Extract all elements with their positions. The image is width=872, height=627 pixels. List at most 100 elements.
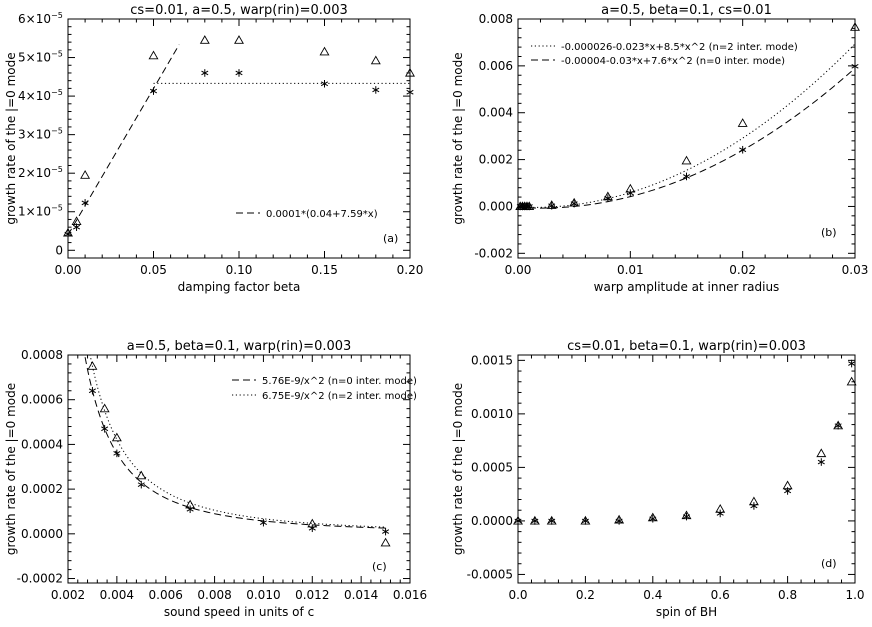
asterisk-point bbox=[64, 230, 72, 238]
triangle-point bbox=[816, 448, 827, 458]
asterisk-point bbox=[525, 202, 533, 211]
x-tick-label: 1.0 bbox=[845, 588, 864, 602]
asterisk-point bbox=[320, 79, 329, 88]
plot-frame bbox=[517, 354, 856, 584]
asterisk-point bbox=[88, 386, 96, 395]
y-tick-label: 1×10 bbox=[18, 205, 51, 219]
x-tick-label: 0.03 bbox=[842, 263, 869, 277]
y-tick-label: 0.0008 bbox=[21, 348, 63, 362]
asterisk-point bbox=[372, 86, 380, 94]
legend-entry: 5.76E-9/x^2 (n=0 inter. mode) bbox=[262, 376, 417, 387]
asterisk-point bbox=[548, 517, 556, 525]
asterisk-point bbox=[834, 421, 842, 430]
x-tick-label: 0.014 bbox=[344, 588, 378, 602]
triangle-point bbox=[87, 361, 98, 370]
panel-title: cs=0.01, beta=0.1, warp(rin)=0.003 bbox=[567, 339, 806, 354]
y-tick-exponent: −5 bbox=[51, 88, 63, 97]
y-tick-label: 0.0010 bbox=[471, 407, 513, 421]
panel-tag: (d) bbox=[821, 557, 837, 570]
panel-c: 0.002 0.004 0.006 0.008 0.010 0.012 0.014 0.016… bbox=[4, 339, 427, 619]
x-tick-label: 0.05 bbox=[140, 263, 167, 277]
panel-d: 0.0 0.2 0.4 0.6 0.8 1.0 -0.0005 0.0000 0.0005 0.0… bbox=[451, 339, 865, 619]
triangle-point bbox=[199, 35, 210, 44]
panel-tag: (b) bbox=[821, 226, 837, 239]
y-tick-exponent: −5 bbox=[51, 127, 63, 136]
asterisk-point bbox=[817, 458, 825, 466]
asterisk-point bbox=[581, 517, 589, 525]
y-tick-label: 2×10 bbox=[18, 166, 51, 180]
x-tick-label: 0.006 bbox=[149, 588, 183, 602]
x-tick-label: 0.01 bbox=[617, 263, 644, 277]
triangle-point bbox=[380, 537, 391, 547]
asterisk-point bbox=[851, 62, 859, 71]
panel-tag: (a) bbox=[383, 232, 398, 245]
y-tick-label: 5×10 bbox=[18, 51, 51, 65]
triangle-point bbox=[846, 376, 857, 386]
x-axis-title: sound speed in units of c bbox=[164, 605, 314, 619]
asterisk-point bbox=[682, 172, 691, 181]
triangle-point bbox=[99, 403, 110, 413]
asterisk-point bbox=[626, 189, 634, 197]
y-tick-exponent: −5 bbox=[51, 204, 63, 213]
asterisk-point bbox=[649, 514, 657, 523]
y-tick-label: 0.0000 bbox=[471, 514, 513, 528]
asterisk-point bbox=[101, 424, 109, 433]
panel-b: 0.00 0.01 0.02 0.03 -0.002 0.000 0.002 0.004 0.0… bbox=[451, 3, 868, 294]
x-tick-label: 0.20 bbox=[397, 263, 424, 277]
x-axis-title: warp amplitude at inner radius bbox=[594, 280, 780, 294]
x-tick-label: 0.010 bbox=[246, 588, 280, 602]
plot-frame bbox=[67, 354, 411, 584]
y-tick-label: 0.002 bbox=[479, 153, 513, 167]
y-axis-title: growth rate of the |=0 mode bbox=[4, 52, 18, 224]
asterisk-point bbox=[750, 502, 758, 510]
fit-curve-dotted bbox=[518, 43, 855, 208]
legend-entry: 6.75E-9/x^2 (n=2 inter. mode) bbox=[262, 391, 417, 402]
x-tick-label: 0.02 bbox=[729, 263, 756, 277]
y-tick-label: 0.0002 bbox=[21, 482, 63, 496]
triangle-point bbox=[681, 155, 692, 165]
asterisk-point bbox=[259, 518, 267, 527]
y-tick-label: 0.0000 bbox=[21, 527, 63, 541]
y-tick-label: -0.0002 bbox=[17, 572, 63, 586]
x-tick-label: 0.6 bbox=[711, 588, 730, 602]
triangle-point bbox=[234, 35, 244, 44]
asterisk-point bbox=[514, 517, 522, 525]
y-tick-label: -0.002 bbox=[474, 246, 513, 260]
plot-frame bbox=[67, 18, 411, 259]
asterisk-point bbox=[716, 509, 724, 518]
asterisk-point bbox=[739, 145, 747, 154]
triangle-point bbox=[850, 22, 860, 31]
y-tick-label: 6×10 bbox=[18, 12, 51, 26]
x-tick-label: 0.00 bbox=[505, 263, 532, 277]
x-tick-label: 0.8 bbox=[778, 588, 797, 602]
x-tick-label: 0.008 bbox=[197, 588, 231, 602]
asterisk-point bbox=[113, 449, 121, 458]
asterisk-point bbox=[570, 199, 578, 208]
panel-title: a=0.5, beta=0.1, cs=0.01 bbox=[601, 3, 772, 18]
fit-curve-dashed bbox=[84, 357, 386, 529]
x-tick-label: 0.4 bbox=[643, 588, 662, 602]
x-tick-label: 0.10 bbox=[226, 263, 253, 277]
fit-curve-dashed bbox=[518, 67, 855, 209]
asterisk-point bbox=[73, 223, 81, 231]
x-tick-label: 0.012 bbox=[295, 588, 329, 602]
y-axis-title: growth rate of the |=0 mode bbox=[451, 52, 465, 224]
y-axis-title: growth rate of the |=0 mode bbox=[451, 383, 465, 555]
asterisk-point bbox=[784, 487, 792, 495]
y-tick-label: 0.0005 bbox=[471, 460, 513, 474]
y-tick-label: 0.0006 bbox=[21, 393, 63, 407]
y-tick-label: 0 bbox=[55, 243, 63, 257]
asterisk-point bbox=[186, 505, 194, 514]
x-tick-label: 0.15 bbox=[311, 263, 338, 277]
triangle-point bbox=[370, 55, 381, 65]
y-tick-exponent: −5 bbox=[51, 11, 63, 20]
asterisk-point bbox=[149, 87, 158, 95]
asterisk-point bbox=[406, 88, 414, 97]
asterisk-point bbox=[81, 199, 89, 207]
y-tick-label: 0.000 bbox=[479, 199, 513, 213]
x-tick-label: 0.016 bbox=[393, 588, 427, 602]
y-tick-label: -0.0005 bbox=[467, 567, 513, 581]
asterisk-point bbox=[308, 524, 316, 533]
